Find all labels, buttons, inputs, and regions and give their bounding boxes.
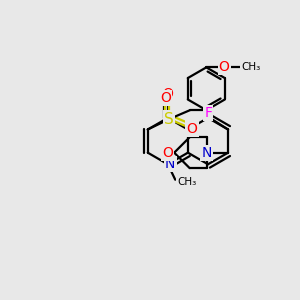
- Text: O: O: [162, 146, 173, 160]
- Text: O: O: [162, 87, 173, 101]
- Text: O: O: [219, 60, 230, 74]
- Text: CH₃: CH₃: [241, 62, 260, 72]
- Text: O: O: [160, 91, 171, 105]
- Text: N: N: [202, 146, 212, 160]
- Text: S: S: [164, 112, 174, 127]
- Text: F: F: [204, 106, 212, 120]
- Text: O: O: [187, 122, 197, 136]
- Text: N: N: [165, 157, 175, 171]
- Text: CH₃: CH₃: [177, 177, 196, 187]
